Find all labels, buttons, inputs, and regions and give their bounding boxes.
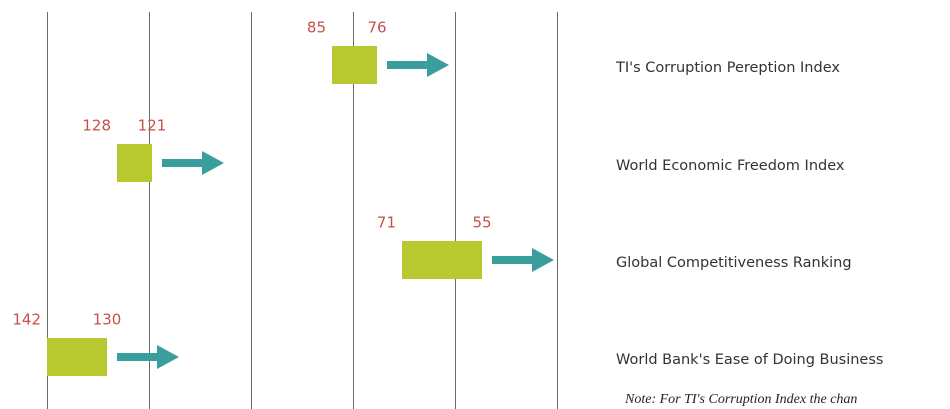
start-label: 142 xyxy=(12,311,41,329)
range-box xyxy=(47,338,107,376)
start-label: 85 xyxy=(307,19,326,37)
end-label: 130 xyxy=(93,311,122,329)
row-label: World Economic Freedom Index xyxy=(616,158,845,174)
range-box xyxy=(332,46,377,84)
end-label: 76 xyxy=(367,19,386,37)
arrow xyxy=(387,53,449,77)
start-label: 71 xyxy=(377,214,396,232)
arrow xyxy=(162,151,224,175)
start-label: 128 xyxy=(82,117,111,135)
row-label: TI's Corruption Pereption Index xyxy=(615,60,840,76)
row-label: Global Competitiveness Ranking xyxy=(616,255,852,271)
end-label: 121 xyxy=(138,117,167,135)
arrow xyxy=(117,345,179,369)
range-box xyxy=(117,144,152,182)
grid xyxy=(47,12,558,409)
note: Note: For TI's Corruption Index the chan xyxy=(624,392,857,407)
end-label: 55 xyxy=(472,214,491,232)
arrow xyxy=(492,248,554,272)
row-label: World Bank's Ease of Doing Business xyxy=(616,352,883,368)
range-box xyxy=(402,241,482,279)
